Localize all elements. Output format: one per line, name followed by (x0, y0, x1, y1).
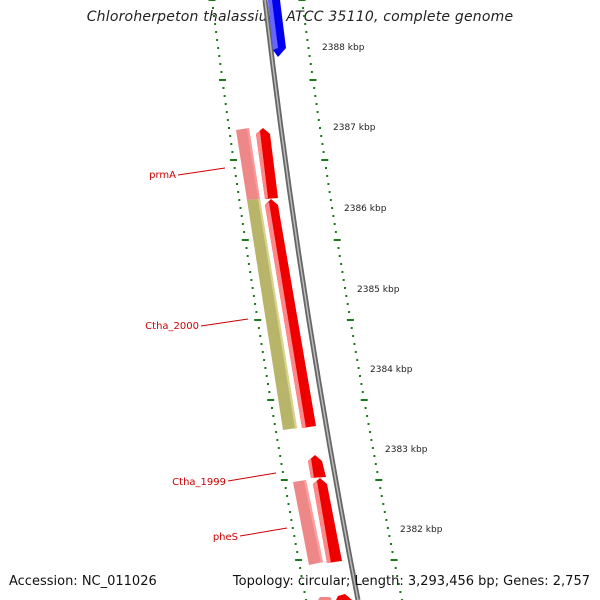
accession-label: Accession: NC_011026 (9, 574, 157, 589)
scale-label: 2384 kbp (370, 365, 413, 375)
forward-gene-shade (265, 202, 306, 428)
inner-scale-ticks (208, 0, 307, 600)
outer-scale-ticks (298, 0, 403, 600)
scale-label: 2388 kbp (322, 43, 365, 53)
gene-ctha-2000-shade (258, 199, 297, 429)
forward-gene-arrow[interactable] (313, 478, 342, 563)
scale-label: 2383 kbp (385, 445, 428, 455)
gene-ctha-2000[interactable] (247, 199, 297, 430)
label-leader-ctha-1999 (227, 472, 277, 482)
topology-summary: Topology: circular; Length: 3,293,456 bp… (232, 574, 590, 589)
scale-label: 2385 kbp (357, 285, 400, 295)
map-title: Chloroherpeton thalassium ATCC 35110, co… (86, 9, 514, 25)
label-leader-prmA (177, 167, 226, 176)
forward-gene-arrow[interactable] (336, 594, 352, 600)
scale-label: 2386 kbp (344, 204, 387, 214)
gene-phes-shade (304, 480, 323, 563)
forward-gene-shade (313, 481, 331, 563)
gene-label-phes[interactable]: pheS (213, 532, 238, 543)
gene-prmA-shade (247, 128, 260, 199)
gene-label-ctha-1999[interactable]: Ctha_1999 (172, 477, 226, 488)
label-leader-ctha-2000 (200, 318, 249, 327)
forward-gene-shade (256, 131, 268, 199)
reverse-gene-shade (268, 0, 278, 50)
forward-gene-shade (308, 458, 314, 478)
gene-label-ctha-2000[interactable]: Ctha_2000 (145, 321, 199, 332)
reverse-gene-arrow[interactable] (318, 597, 332, 600)
genome-backbone-highlight (264, 0, 359, 600)
scale-label: 2382 kbp (400, 525, 443, 535)
gene-label-prmA[interactable]: prmA (149, 170, 176, 181)
gene-prmA[interactable] (236, 128, 260, 200)
label-leader-phes (239, 527, 288, 537)
scale-label: 2387 kbp (333, 123, 376, 133)
gene-phes[interactable] (293, 480, 323, 565)
